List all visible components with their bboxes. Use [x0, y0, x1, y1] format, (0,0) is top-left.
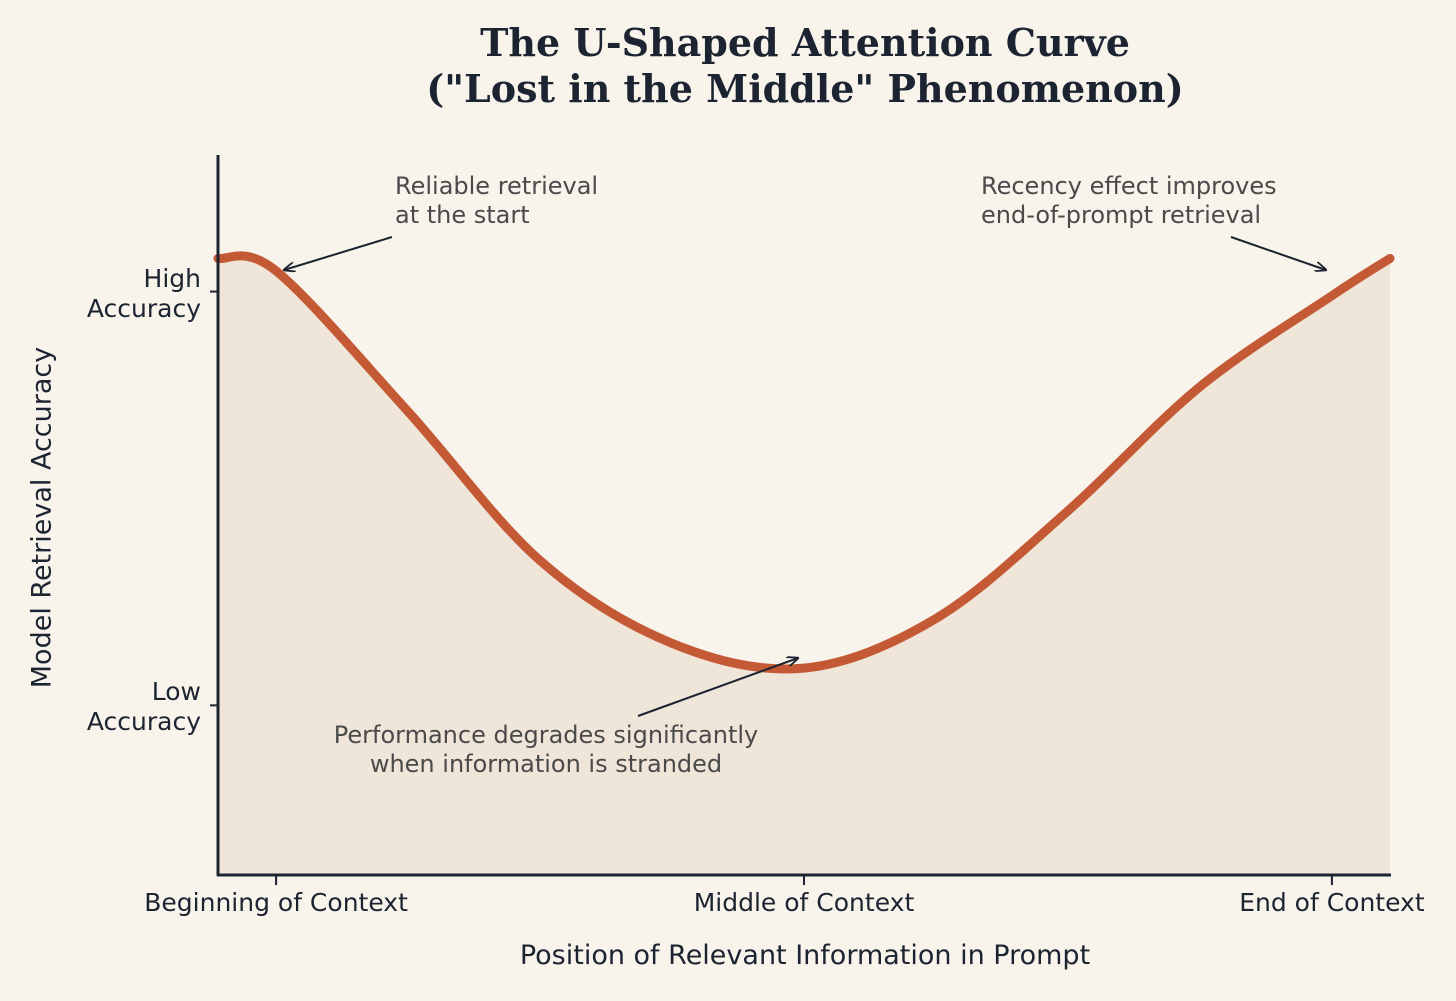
- x-tick-label: End of Context: [1239, 888, 1425, 917]
- area: [218, 255, 1390, 875]
- annotation: Recency effect improves end-of-prompt re…: [981, 172, 1277, 229]
- line: [213, 251, 1395, 674]
- arrow: [284, 236, 393, 270]
- x-axis-label: Position of Relevant Information in Prom…: [519, 940, 1091, 971]
- x-tick-label: Beginning of Context: [144, 888, 408, 917]
- y-tick-label: Low Accuracy: [86, 677, 201, 737]
- y-tick-label: High Accuracy: [86, 263, 201, 323]
- arrow: [1230, 236, 1326, 270]
- x-tick-label: Middle of Context: [693, 888, 915, 917]
- y-axis-label: Model Retrieval Accuracy: [26, 346, 58, 689]
- annotation: Reliable retrieval at the start: [395, 172, 599, 229]
- annotation: Performance degrades significantly when …: [333, 721, 759, 778]
- chart-title: The U-Shaped Attention Curve ("Lost in t…: [426, 20, 1184, 111]
- arrow: [637, 658, 798, 717]
